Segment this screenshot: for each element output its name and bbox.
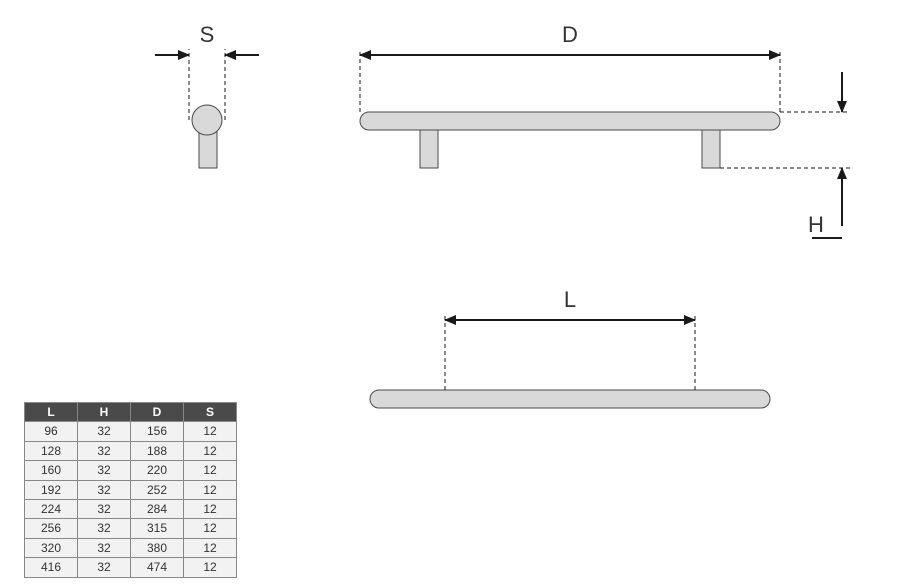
table-cell: 32 (78, 538, 131, 557)
bottom-view-bar (370, 390, 770, 408)
dimension-label: D (562, 22, 578, 47)
table-cell: 160 (25, 461, 78, 480)
side-view-leg (702, 130, 720, 168)
table-cell: 224 (25, 499, 78, 518)
table-cell: 32 (78, 441, 131, 460)
table-cell: 12 (184, 519, 237, 538)
table-cell: 32 (78, 422, 131, 441)
table-cell: 416 (25, 558, 78, 577)
table-cell: 12 (184, 441, 237, 460)
table-cell: 32 (78, 519, 131, 538)
table-row: 3203238012 (25, 538, 237, 557)
table-cell: 315 (131, 519, 184, 538)
table-header: H (78, 403, 131, 422)
table-row: 1603222012 (25, 461, 237, 480)
table-cell: 12 (184, 499, 237, 518)
table-cell: 32 (78, 480, 131, 499)
side-view-bar (360, 112, 780, 130)
table-cell: 252 (131, 480, 184, 499)
table-cell: 32 (78, 461, 131, 480)
table-row: 4163247412 (25, 558, 237, 577)
dimension-table: LHDS 96321561212832188121603222012192322… (24, 402, 237, 578)
dimension-label: S (200, 22, 215, 47)
table-cell: 12 (184, 558, 237, 577)
table-row: 2243228412 (25, 499, 237, 518)
table-row: 963215612 (25, 422, 237, 441)
table-cell: 12 (184, 538, 237, 557)
table-cell: 96 (25, 422, 78, 441)
table-cell: 320 (25, 538, 78, 557)
dimension-label: L (564, 287, 576, 312)
table-cell: 188 (131, 441, 184, 460)
side-view-leg (420, 130, 438, 168)
table-cell: 192 (25, 480, 78, 499)
table-cell: 156 (131, 422, 184, 441)
table-cell: 284 (131, 499, 184, 518)
table-header: D (131, 403, 184, 422)
table-row: 1283218812 (25, 441, 237, 460)
end-view-circle (192, 105, 222, 135)
table-cell: 12 (184, 422, 237, 441)
table-cell: 32 (78, 558, 131, 577)
table-cell: 128 (25, 441, 78, 460)
table-cell: 380 (131, 538, 184, 557)
dimension-label: H (808, 212, 824, 237)
table-row: 2563231512 (25, 519, 237, 538)
table-cell: 474 (131, 558, 184, 577)
table-cell: 12 (184, 461, 237, 480)
table-cell: 220 (131, 461, 184, 480)
table-header: S (184, 403, 237, 422)
table-row: 1923225212 (25, 480, 237, 499)
table-cell: 32 (78, 499, 131, 518)
table-header: L (25, 403, 78, 422)
table-cell: 12 (184, 480, 237, 499)
table-cell: 256 (25, 519, 78, 538)
